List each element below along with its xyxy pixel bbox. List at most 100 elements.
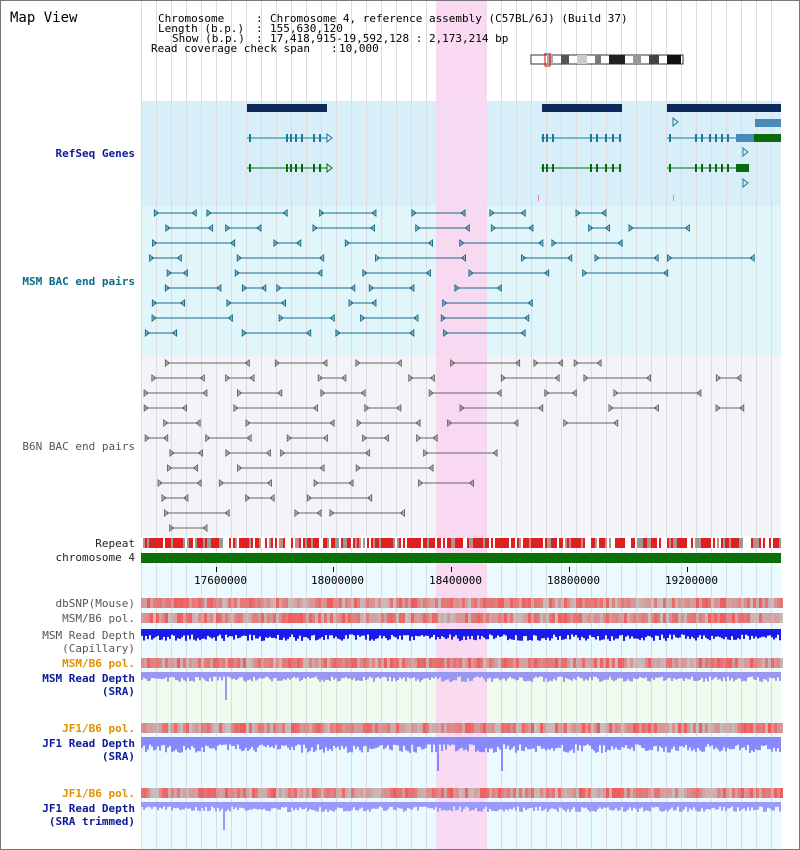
length-value: 155,630,120 xyxy=(270,22,343,35)
pol-cell xyxy=(333,788,336,798)
repeat-segment xyxy=(289,538,291,548)
pol-cell xyxy=(513,723,516,733)
repeat-segment xyxy=(461,538,463,548)
depth-bar xyxy=(741,802,743,810)
track-label-msm-b6-pol-2[interactable]: MSM/B6 pol. xyxy=(62,657,135,670)
depth-bar xyxy=(743,629,745,639)
pol-cell xyxy=(492,613,495,623)
depth-bar xyxy=(433,629,435,635)
pol-cell xyxy=(756,658,759,668)
depth-bar xyxy=(465,629,467,641)
depth-bar xyxy=(739,629,741,640)
repeat-segment xyxy=(637,538,639,548)
depth-bar xyxy=(269,802,271,812)
depth-bar xyxy=(349,672,351,679)
pol-cell xyxy=(558,658,561,668)
dbsnp-cell xyxy=(537,598,540,608)
repeat-segment xyxy=(629,538,631,548)
pol-cell xyxy=(321,788,324,798)
pol-cell xyxy=(411,613,414,623)
pol-cell xyxy=(573,788,576,798)
depth-bar xyxy=(665,629,667,641)
depth-bar xyxy=(585,737,587,746)
depth-bar xyxy=(359,802,361,809)
repeat-segment xyxy=(635,538,637,548)
pol-cell xyxy=(294,658,297,668)
depth-bar xyxy=(195,629,197,641)
track-label-msm-b6-pol-1[interactable]: MSM/B6 pol. xyxy=(62,612,135,625)
pol-cell xyxy=(570,658,573,668)
depth-bar xyxy=(631,737,633,748)
chromosome-ideogram[interactable] xyxy=(529,53,689,67)
depth-bar xyxy=(523,629,525,637)
pol-cell xyxy=(708,723,711,733)
repeat-segment xyxy=(779,538,781,548)
depth-bar xyxy=(467,737,469,752)
pol-cell xyxy=(198,613,201,623)
depth-bar xyxy=(727,672,729,677)
depth-bar xyxy=(485,802,487,807)
pol-cell xyxy=(147,788,150,798)
depth-bar xyxy=(153,629,155,639)
pol-cell xyxy=(573,658,576,668)
track-label-jf1-b6-pol-2[interactable]: JF1/B6 pol. xyxy=(62,787,135,800)
pol-cell xyxy=(702,723,705,733)
depth-bar xyxy=(245,672,247,682)
msm-bac-end xyxy=(628,224,634,232)
track-label-msm-depth-cap[interactable]: MSM Read Depth xyxy=(42,629,135,642)
depth-bar xyxy=(305,737,307,749)
track-label-jf1-b6-pol-1[interactable]: JF1/B6 pol. xyxy=(62,722,135,735)
depth-bar xyxy=(477,629,479,636)
pol-cell xyxy=(489,658,492,668)
depth-bar xyxy=(369,802,371,812)
msm-bac-end xyxy=(371,209,377,217)
dbsnp-cell xyxy=(741,598,744,608)
pol-cell xyxy=(510,788,513,798)
pol-cell xyxy=(369,723,372,733)
depth-bar xyxy=(685,672,687,678)
pol-cell xyxy=(546,723,549,733)
track-label-chromosome[interactable]: chromosome 4 xyxy=(55,551,135,564)
pol-cell xyxy=(750,788,753,798)
pol-cell xyxy=(150,723,153,733)
track-label-b6n-bac[interactable]: B6N BAC end pairs xyxy=(22,440,135,453)
depth-bar xyxy=(517,802,519,807)
track-label-repeat[interactable]: Repeat xyxy=(95,537,135,550)
pol-cell xyxy=(645,788,648,798)
depth-bar xyxy=(477,737,479,751)
depth-bar xyxy=(549,802,551,810)
track-label-dbsnp[interactable]: dbSNP(Mouse) xyxy=(55,597,135,610)
depth-bar xyxy=(691,737,693,752)
depth-bar xyxy=(441,629,443,637)
dbsnp-cell xyxy=(264,598,267,608)
pol-cell xyxy=(516,658,519,668)
repeat-segment xyxy=(673,538,675,548)
depth-bar xyxy=(551,737,553,748)
depth-bar xyxy=(693,737,695,750)
repeat-segment xyxy=(487,538,489,548)
depth-bar xyxy=(325,672,327,680)
track-label-jf1-depth-trim[interactable]: JF1 Read Depth xyxy=(42,802,135,815)
repeat-segment xyxy=(647,538,649,548)
depth-bar xyxy=(245,802,247,811)
depth-bar xyxy=(305,672,307,680)
repeat-segment xyxy=(283,538,285,548)
pol-cell xyxy=(192,658,195,668)
pol-cell xyxy=(330,788,333,798)
pol-cell xyxy=(687,658,690,668)
depth-bar xyxy=(169,737,171,746)
dbsnp-cell xyxy=(285,598,288,608)
pol-cell xyxy=(351,788,354,798)
track-label-msm-depth-sra[interactable]: MSM Read Depth xyxy=(42,672,135,685)
pol-cell xyxy=(489,723,492,733)
repeat-segment xyxy=(693,538,695,548)
pol-cell xyxy=(252,788,255,798)
track-label-refseq[interactable]: RefSeq Genes xyxy=(55,147,135,160)
depth-bar xyxy=(695,737,697,752)
b6n-bac-end xyxy=(500,374,507,382)
pol-cell xyxy=(312,613,315,623)
track-label-msm-bac[interactable]: MSM BAC end pairs xyxy=(22,275,135,288)
pol-cell xyxy=(189,723,192,733)
track-label-jf1-depth-sra[interactable]: JF1 Read Depth xyxy=(42,737,135,750)
